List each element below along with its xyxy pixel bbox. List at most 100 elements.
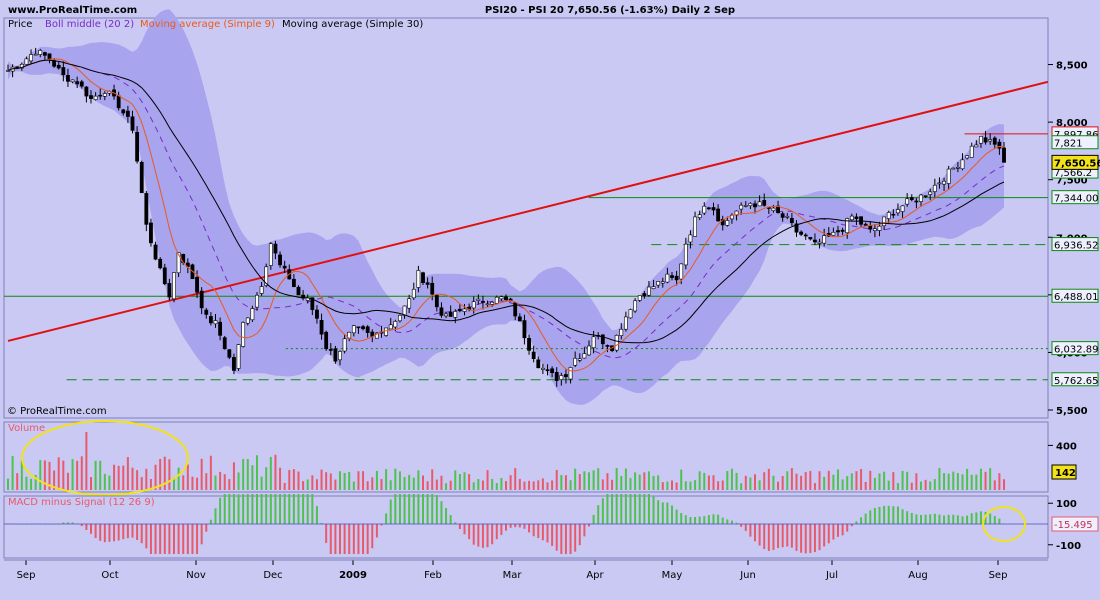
- volume-bar: [809, 470, 812, 490]
- candle-body: [310, 297, 315, 310]
- macd-bar: [375, 524, 378, 538]
- candle-body: [628, 309, 633, 319]
- macd-panel[interactable]: MACD minus Signal (12 26 9): [3, 494, 1049, 559]
- candle-body: [24, 58, 29, 65]
- candle-body: [757, 201, 762, 207]
- macd-bar: [790, 524, 793, 548]
- volume-bar: [408, 474, 411, 490]
- volume-bar: [993, 480, 996, 490]
- candle-body: [660, 281, 665, 284]
- volume-bar: [251, 465, 254, 490]
- level-label-box: [1051, 288, 1099, 303]
- candle-body: [444, 313, 448, 317]
- macd-bar: [85, 524, 88, 530]
- volume-bar: [744, 475, 747, 490]
- macd-bar: [348, 524, 351, 554]
- macd-bar: [256, 494, 258, 524]
- candle-body: [273, 243, 278, 254]
- volume-bar: [491, 478, 494, 490]
- candle-body: [780, 213, 785, 218]
- x-tick-label: Sep: [17, 570, 36, 581]
- candle-body: [485, 303, 490, 306]
- volume-bar: [689, 481, 692, 490]
- price-tick-label: 8,500: [1056, 61, 1088, 72]
- volume-bar: [449, 480, 452, 490]
- volume-bar: [823, 476, 826, 490]
- volume-bar: [924, 479, 927, 490]
- watermark: © ProRealTime.com: [7, 406, 107, 417]
- volume-bar: [730, 468, 733, 490]
- macd-bar: [385, 513, 388, 524]
- volume-bar: [878, 473, 881, 490]
- price-tick-label: 5,500: [1056, 406, 1088, 417]
- macd-bar: [551, 524, 554, 546]
- macd-bar: [823, 524, 826, 547]
- candle-body: [900, 205, 905, 212]
- level-label: 7,344.00: [1054, 194, 1099, 205]
- x-tick-label: Oct: [101, 570, 118, 581]
- macd-axis: 100 -100 -15.495: [1048, 499, 1099, 552]
- macd-bar: [440, 501, 443, 524]
- volume-bar: [30, 478, 33, 490]
- candle-body: [398, 314, 402, 322]
- candle-body: [130, 116, 135, 131]
- candle-body: [29, 54, 33, 62]
- macd-bar: [468, 524, 471, 540]
- macd-bar: [588, 524, 590, 527]
- candle-body: [923, 195, 928, 197]
- macd-bar: [786, 524, 789, 547]
- volume-bar: [929, 481, 932, 490]
- candle-body: [845, 218, 850, 234]
- volume-bar: [292, 469, 295, 490]
- price-panel[interactable]: Price Boll middle (20 2) Moving average …: [3, 9, 1049, 419]
- volume-bar: [887, 480, 890, 490]
- candle-body: [831, 232, 836, 236]
- candle-body: [623, 316, 628, 330]
- candle-body: [213, 320, 218, 325]
- candle-body: [75, 81, 80, 85]
- candle-body: [679, 263, 684, 280]
- macd-bar: [265, 494, 268, 524]
- candle-body: [932, 184, 937, 192]
- volume-bar: [1003, 479, 1005, 490]
- volume-bar: [214, 475, 217, 490]
- macd-bar: [592, 514, 595, 524]
- candle-body: [66, 75, 70, 82]
- macd-bar: [606, 494, 609, 524]
- candle-body: [167, 283, 172, 298]
- candle-body: [361, 326, 365, 330]
- level-label-box: [1051, 237, 1099, 252]
- macd-bar: [772, 524, 775, 551]
- volume-bar: [136, 470, 139, 490]
- macd-bar: [993, 515, 996, 524]
- volume-bar: [20, 460, 23, 490]
- candle-body: [162, 267, 167, 285]
- macd-bar: [251, 494, 254, 524]
- candle-body: [573, 357, 578, 366]
- candle-body: [872, 228, 877, 231]
- chart-title: PSI20 - PSI 20 7,650.56 (-1.63%) Daily 2…: [485, 5, 735, 16]
- macd-bar: [929, 514, 932, 524]
- candle-body: [965, 155, 970, 159]
- volume-bar: [901, 470, 904, 490]
- macd-bar: [71, 522, 74, 524]
- candle-body: [98, 94, 103, 97]
- volume-bar: [979, 468, 982, 490]
- volume-bar: [440, 475, 443, 490]
- candle-body: [416, 270, 421, 288]
- candle-body: [342, 338, 347, 352]
- macd-bar: [873, 507, 876, 524]
- candle-body: [125, 110, 130, 117]
- volume-bar: [597, 468, 600, 490]
- macd-bar: [878, 506, 881, 524]
- macd-bar: [827, 524, 830, 544]
- candle-body: [536, 359, 541, 369]
- macd-bar: [136, 524, 139, 541]
- macd-bar: [200, 524, 203, 545]
- volume-axis: 400 142: [1048, 441, 1077, 480]
- macd-bar: [292, 494, 295, 524]
- candle-body: [937, 182, 942, 185]
- volume-bar: [514, 468, 517, 490]
- volume-panel[interactable]: Volume: [3, 420, 1049, 496]
- macd-bar: [680, 512, 683, 524]
